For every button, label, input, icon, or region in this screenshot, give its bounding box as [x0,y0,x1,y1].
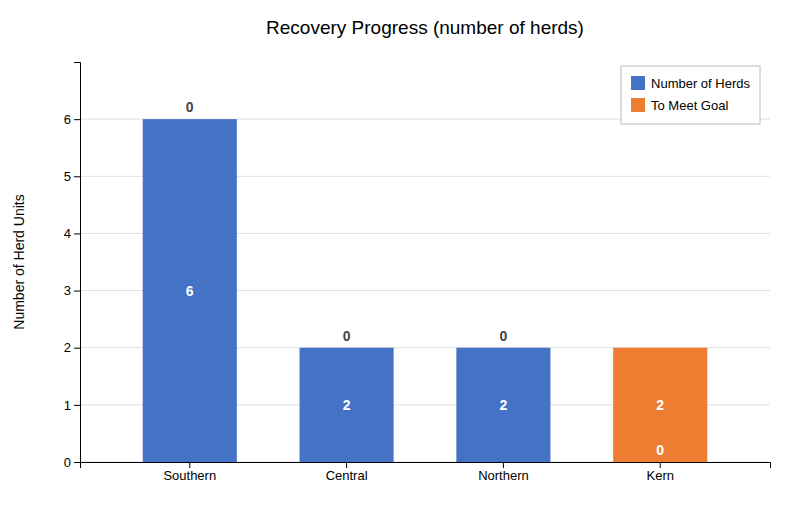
axis-title: Number of Herd Units [11,194,27,329]
tick: 2 [64,340,80,355]
bar [143,119,237,462]
bar [300,347,394,348]
tick-label: 0 [64,455,71,470]
data-label: 6 [186,283,194,299]
tick-mark [346,462,347,468]
tick: 0 [64,455,80,470]
bar [456,348,550,462]
data-label: 0 [500,328,508,344]
tick-mark [74,176,80,177]
bar [300,348,394,462]
bar [613,348,707,462]
tick: 1 [64,398,80,413]
chart: 0123456SouthernCentralNorthernKern622000… [0,0,800,512]
grid [80,119,770,462]
legend-frame [621,66,760,124]
tick: Northern [478,462,529,483]
y-axis: 0 1 2 3 4 5 6 [64,63,81,470]
tick-mark [74,291,80,292]
legend-swatch [631,76,645,90]
data-label: 0 [656,442,664,458]
axis-line [81,463,771,469]
tick-label: 1 [64,398,71,413]
legend: Number of Herds To Meet Goal [621,66,760,124]
data-label: 0 [343,328,351,344]
tick: Southern [163,462,216,483]
bar [143,119,237,120]
tick: 3 [64,283,80,298]
data-label: 2 [656,397,664,413]
tick-label: 5 [64,169,71,184]
data-label: 2 [500,397,508,413]
tick-mark [189,462,190,468]
tick-label: Central [326,468,368,483]
data-label: 0 [186,99,194,115]
tick-mark [74,462,80,463]
tick-label: 2 [64,340,71,355]
tick-mark [74,348,80,349]
tick: 5 [64,169,80,184]
tick: Kern [646,462,673,483]
title: Recovery Progress (number of herds) [266,17,584,38]
legend-swatch [631,98,645,112]
bar [456,347,550,348]
tick-mark [74,233,80,234]
tick-label: Northern [478,468,529,483]
legend-item: To Meet Goal [631,98,728,113]
data-label: 2 [343,397,351,413]
tick-label: 4 [64,226,71,241]
axis-line [74,63,81,463]
bars [143,119,708,462]
tick-mark [503,462,504,468]
tick-mark [74,119,80,120]
tick-label: 3 [64,283,71,298]
legend-item: Number of Herds [631,76,750,91]
tick: 6 [64,112,80,127]
tick-label: Southern [163,468,216,483]
x-axis: Southern Central Northern Kern [81,462,771,483]
legend-label: To Meet Goal [651,98,728,113]
tick: 4 [64,226,80,241]
tick: Central [326,462,368,483]
data-labels: 6 2 2 0 0 0 0 2 [186,99,664,458]
tick-mark [74,405,80,406]
legend-label: Number of Herds [651,76,750,91]
tick-label: 6 [64,112,71,127]
tick-mark [660,462,661,468]
tick-label: Kern [646,468,673,483]
